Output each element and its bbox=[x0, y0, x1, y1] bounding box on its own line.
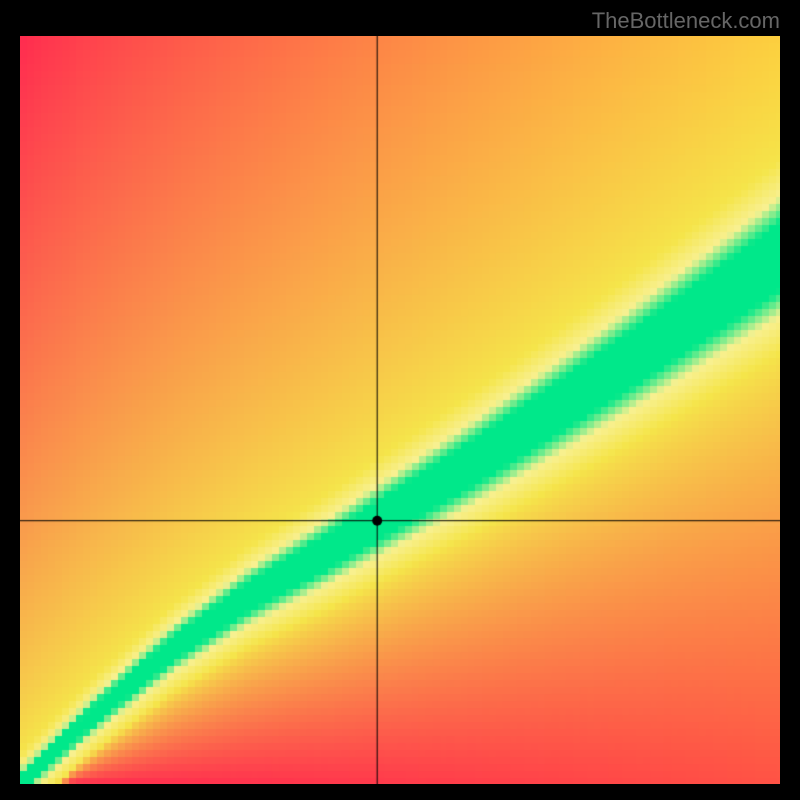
root: TheBottleneck.com bbox=[0, 0, 800, 800]
heatmap-canvas bbox=[20, 36, 780, 784]
watermark-text: TheBottleneck.com bbox=[592, 8, 780, 34]
plot-frame bbox=[20, 36, 780, 784]
